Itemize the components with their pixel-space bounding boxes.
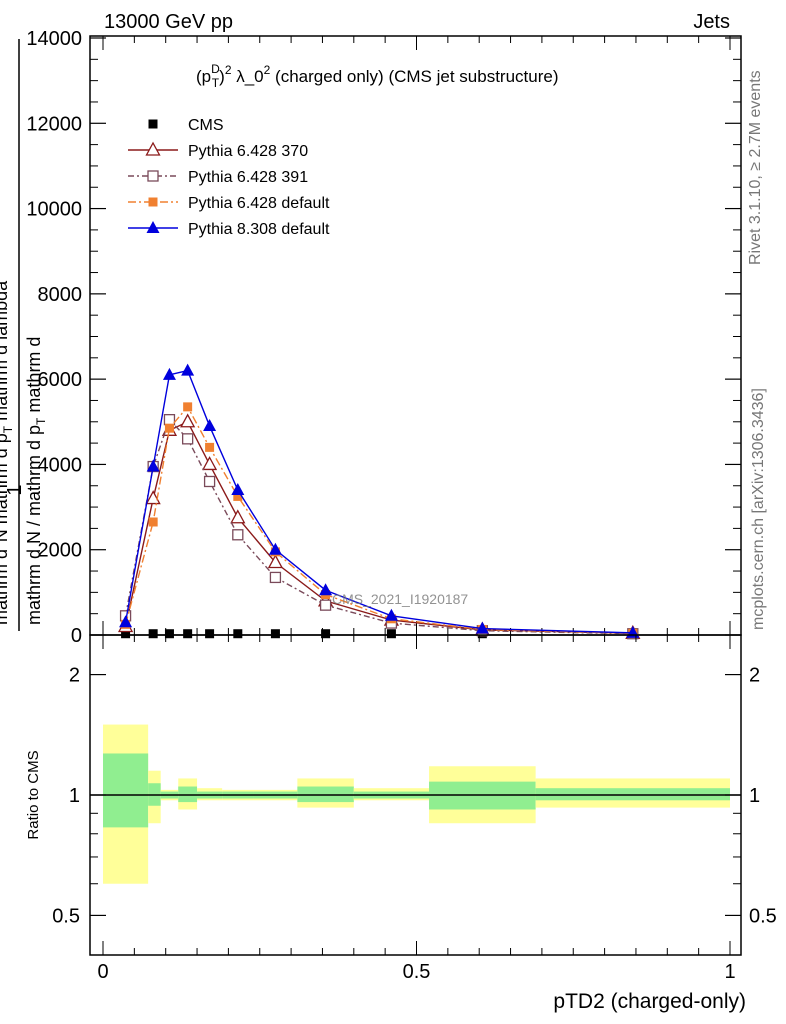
data-point: [319, 583, 333, 596]
data-point: [205, 629, 215, 639]
data-point: [162, 367, 176, 380]
y-tick-label: 10000: [26, 199, 82, 221]
legend-marker: [147, 170, 159, 182]
data-point: [384, 608, 398, 621]
chart-title: (pD T)2 λ_02 (charged only) (CMS jet subs…: [196, 62, 558, 90]
data-point: [203, 419, 217, 432]
data-point: [205, 442, 215, 452]
ratio-y-tick-label: 2: [69, 665, 80, 687]
legend-entry: Pythia 6.428 default: [128, 195, 330, 212]
rivet-label: Rivet 3.1.10, ≥ 2.7M events: [747, 70, 764, 265]
data-point: [319, 599, 332, 611]
y-tick-label: 8000: [38, 284, 83, 306]
data-point: [181, 433, 194, 445]
legend-label: Pythia 6.428 370: [188, 143, 308, 160]
ratio-ylabel: Ratio to CMS: [25, 750, 42, 839]
legend-label: CMS: [188, 117, 224, 134]
legend-entry: Pythia 6.428 370: [128, 141, 308, 160]
data-point: [233, 491, 243, 501]
legend-marker: [148, 119, 158, 129]
main-series: [117, 363, 641, 640]
data-point: [145, 490, 161, 505]
data-point: [164, 629, 174, 639]
ratio-y-tick-label-right: 2: [749, 665, 760, 687]
legend-label: Pythia 8.308 default: [188, 221, 330, 238]
data-point: [267, 554, 284, 569]
legend: CMS Pythia 6.428 370 Pythia 6.428 391 Pythi…: [128, 117, 330, 238]
ratio-bands: [90, 724, 741, 884]
main-ylabel: 1 mathrm d N / mathrm d pT mathrm d math…: [0, 39, 48, 631]
ylabel-denominator: mathrm d N / mathrm d pT mathrm d: [24, 337, 48, 625]
data-point: [180, 413, 196, 428]
x-tick-label: 0: [97, 961, 108, 983]
ratio-y-tick-label: 0.5: [52, 905, 80, 927]
data-point: [269, 571, 282, 584]
data-point: [203, 475, 216, 488]
header-right: Jets: [693, 11, 730, 33]
data-point: [163, 414, 176, 426]
data-point: [386, 629, 396, 639]
mcplots-label: mcplots.cern.ch [arXiv:1306.3436]: [750, 388, 767, 630]
header-left: 13000 GeV pp: [104, 11, 233, 33]
data-point: [270, 629, 280, 639]
data-point: [268, 542, 282, 555]
y-tick-label: 12000: [26, 113, 82, 135]
ratio-axes: 0.5 0.5 1 1 2 2 0 0.5 1: [52, 635, 777, 983]
watermark: CMS_2021_I1920187: [332, 591, 468, 607]
series-4: [119, 363, 640, 638]
data-point: [475, 621, 489, 634]
x-tick-label: 0.5: [403, 961, 431, 983]
data-point: [119, 615, 133, 628]
data-point: [148, 629, 158, 639]
legend-marker: [148, 197, 158, 207]
ratio-y-tick-label-right: 1: [749, 785, 760, 807]
legend-label: Pythia 6.428 391: [188, 169, 308, 186]
legend-marker: [145, 141, 161, 156]
data-point: [231, 483, 245, 496]
legend-marker: [146, 221, 160, 233]
data-point: [164, 423, 174, 433]
legend-label: Pythia 6.428 default: [188, 195, 330, 212]
data-point: [232, 529, 244, 541]
data-point: [233, 629, 243, 639]
legend-entry: CMS: [148, 117, 224, 134]
data-point: [121, 629, 131, 639]
data-point: [321, 629, 331, 639]
data-point: [148, 517, 158, 527]
ratio-y-tick-label: 1: [69, 785, 80, 807]
y-tick-label: 6000: [38, 369, 83, 391]
x-tick-label: 1: [724, 961, 735, 983]
data-point: [181, 363, 195, 376]
ylabel-one: 1: [4, 484, 26, 495]
y-tick-label: 4000: [38, 454, 83, 476]
data-point: [230, 509, 246, 524]
data-point: [201, 456, 218, 471]
legend-entry: Pythia 8.308 default: [128, 221, 330, 238]
data-point: [183, 402, 193, 412]
xlabel: pTD2 (charged-only): [553, 990, 746, 1013]
data-point: [146, 459, 160, 472]
ratio-y-tick-label-right: 0.5: [749, 905, 777, 927]
y-tick-label: 14000: [26, 28, 82, 50]
legend-entry: Pythia 6.428 391: [128, 169, 308, 186]
y-tick-label: 0: [71, 625, 82, 647]
ylabel-numerator: mathrm d2N mathrm d pT mathrm d lambda: [0, 280, 15, 625]
main-axes: 0 2000 4000 6000 8000 10000 12000 14000: [26, 28, 741, 647]
ratio-band-inner: [103, 753, 149, 828]
data-point: [183, 629, 193, 639]
y-tick-label: 2000: [38, 540, 83, 562]
ratio-band-inner: [535, 788, 730, 801]
